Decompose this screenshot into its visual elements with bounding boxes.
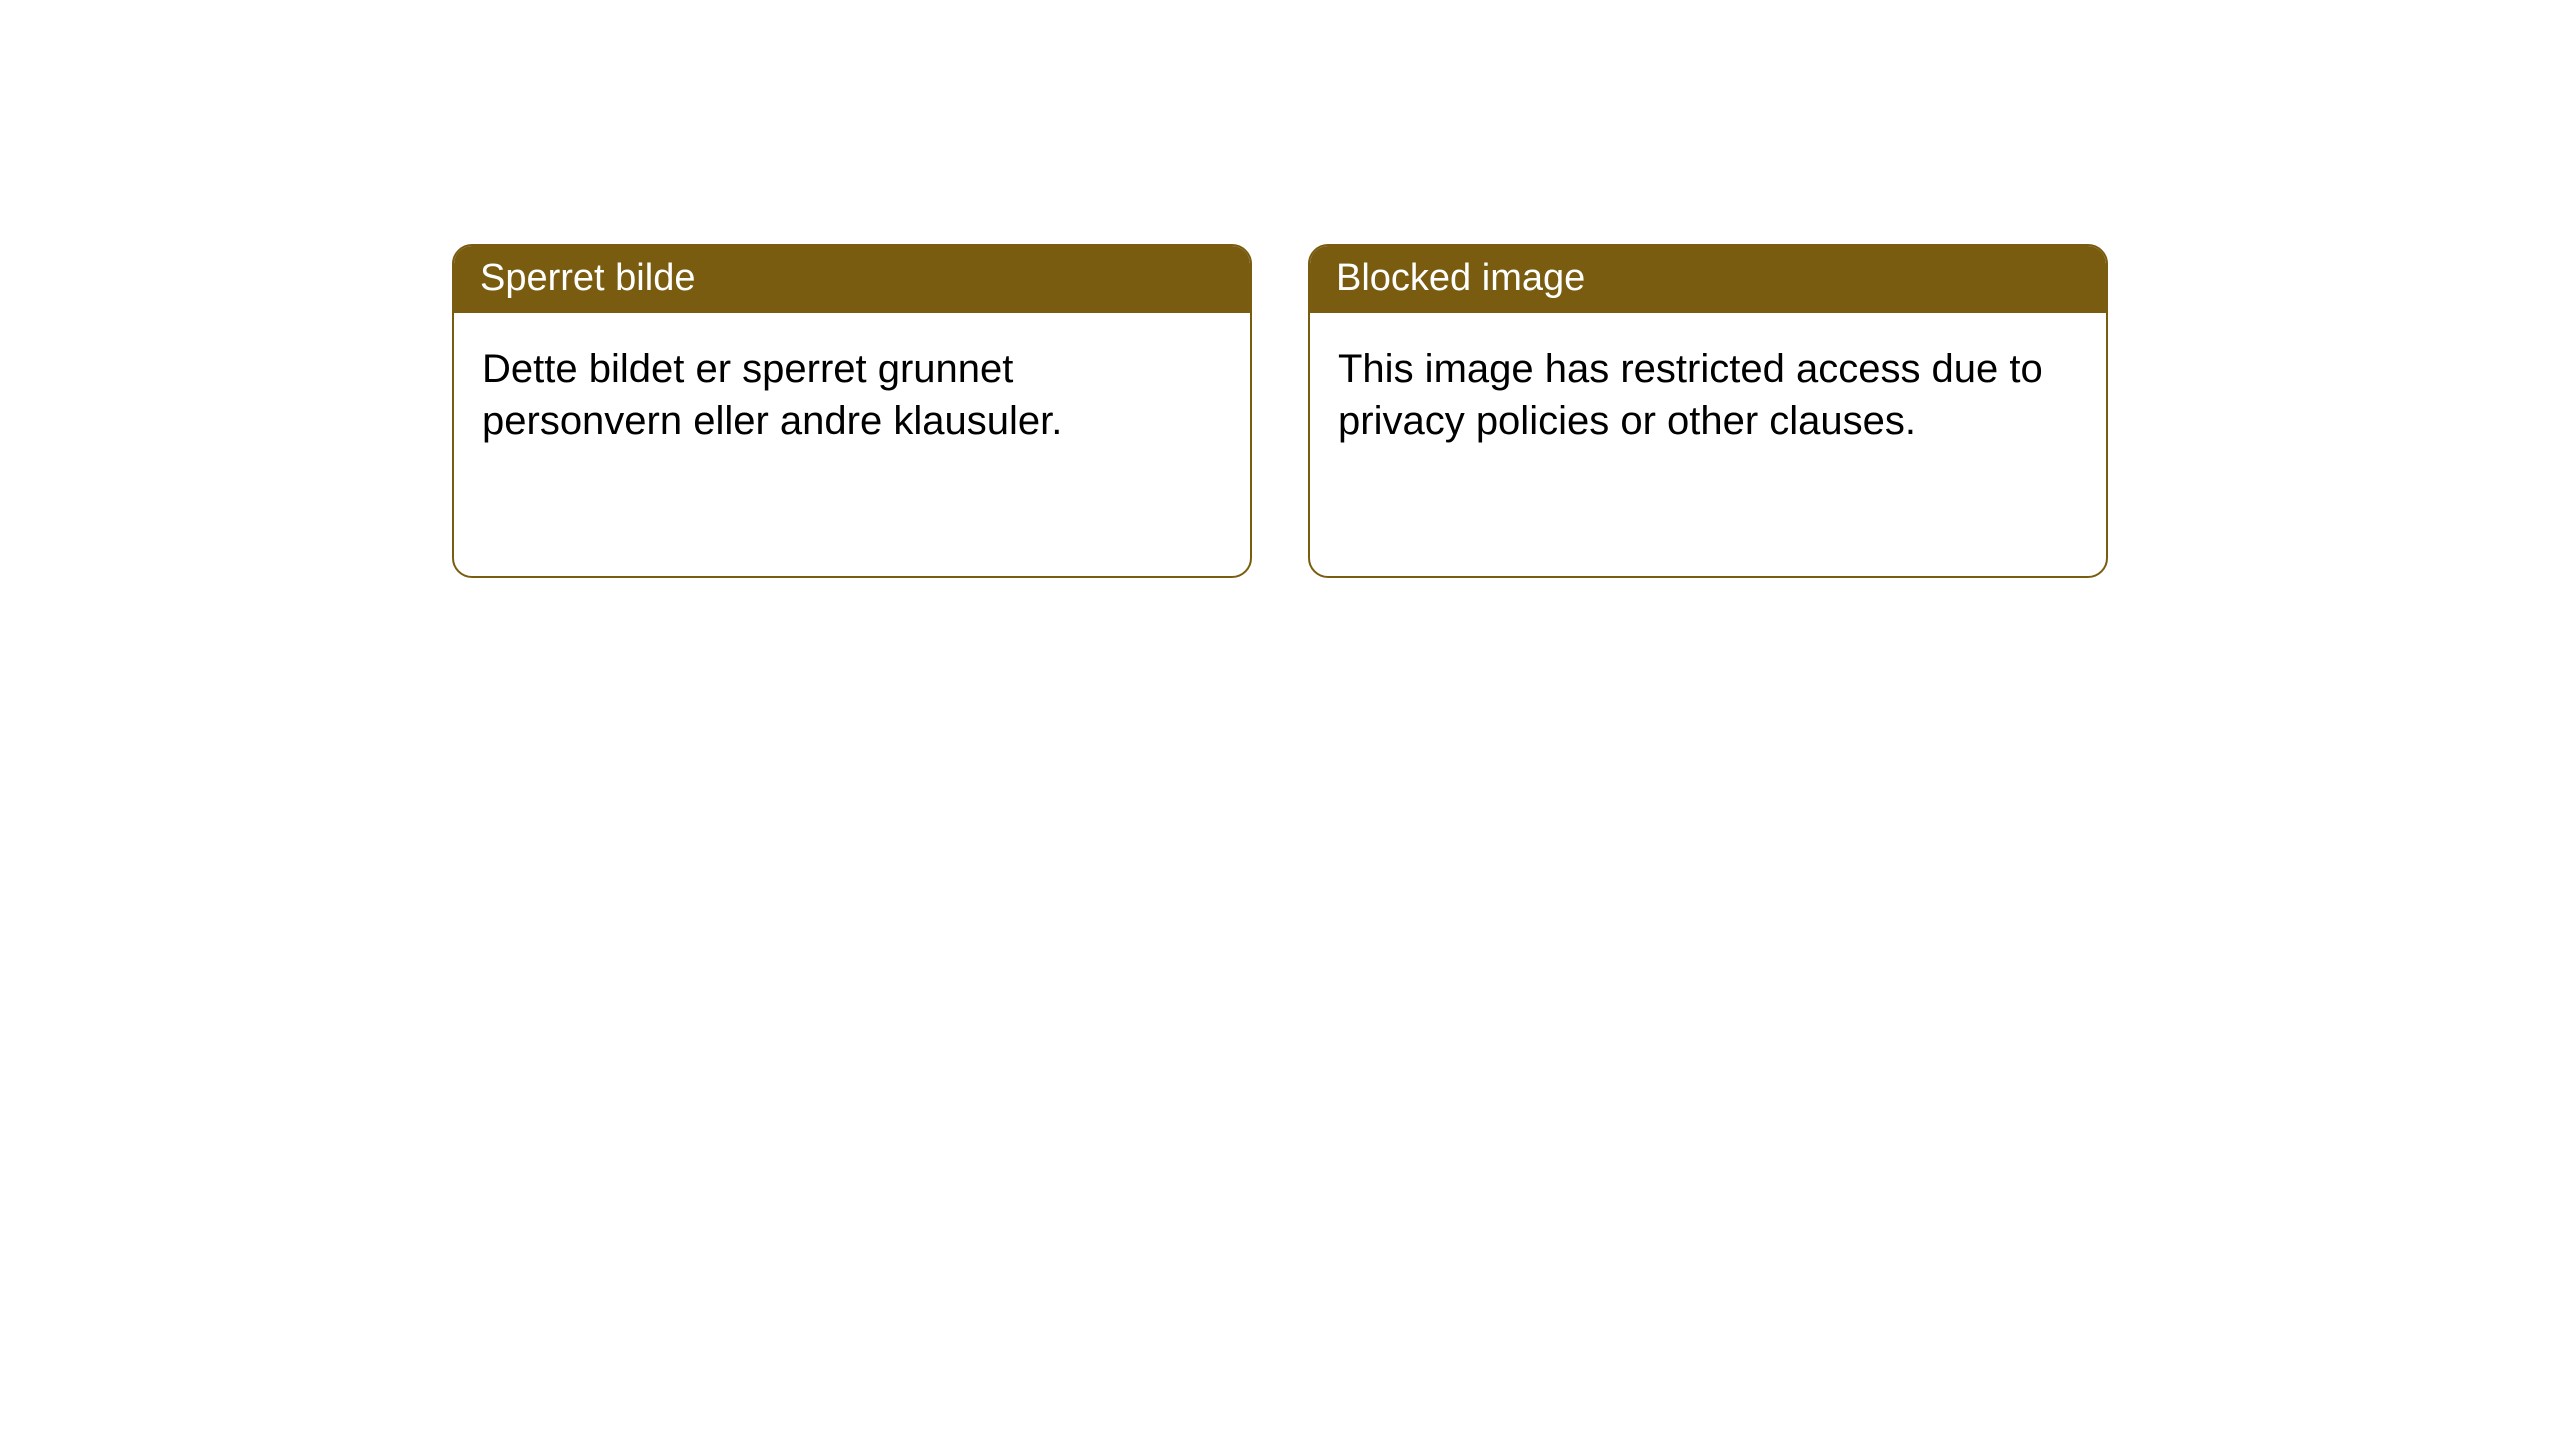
card-title: Blocked image (1336, 257, 1585, 299)
card-header: Sperret bilde (454, 246, 1250, 313)
card-body-text: This image has restricted access due to … (1338, 347, 2043, 443)
card-body: This image has restricted access due to … (1310, 313, 2106, 477)
card-title: Sperret bilde (480, 257, 695, 299)
cards-container: Sperret bilde Dette bildet er sperret gr… (0, 0, 2560, 578)
card-body: Dette bildet er sperret grunnet personve… (454, 313, 1250, 477)
card-header: Blocked image (1310, 246, 2106, 313)
card-body-text: Dette bildet er sperret grunnet personve… (482, 347, 1062, 443)
blocked-image-card-no: Sperret bilde Dette bildet er sperret gr… (452, 244, 1252, 578)
blocked-image-card-en: Blocked image This image has restricted … (1308, 244, 2108, 578)
